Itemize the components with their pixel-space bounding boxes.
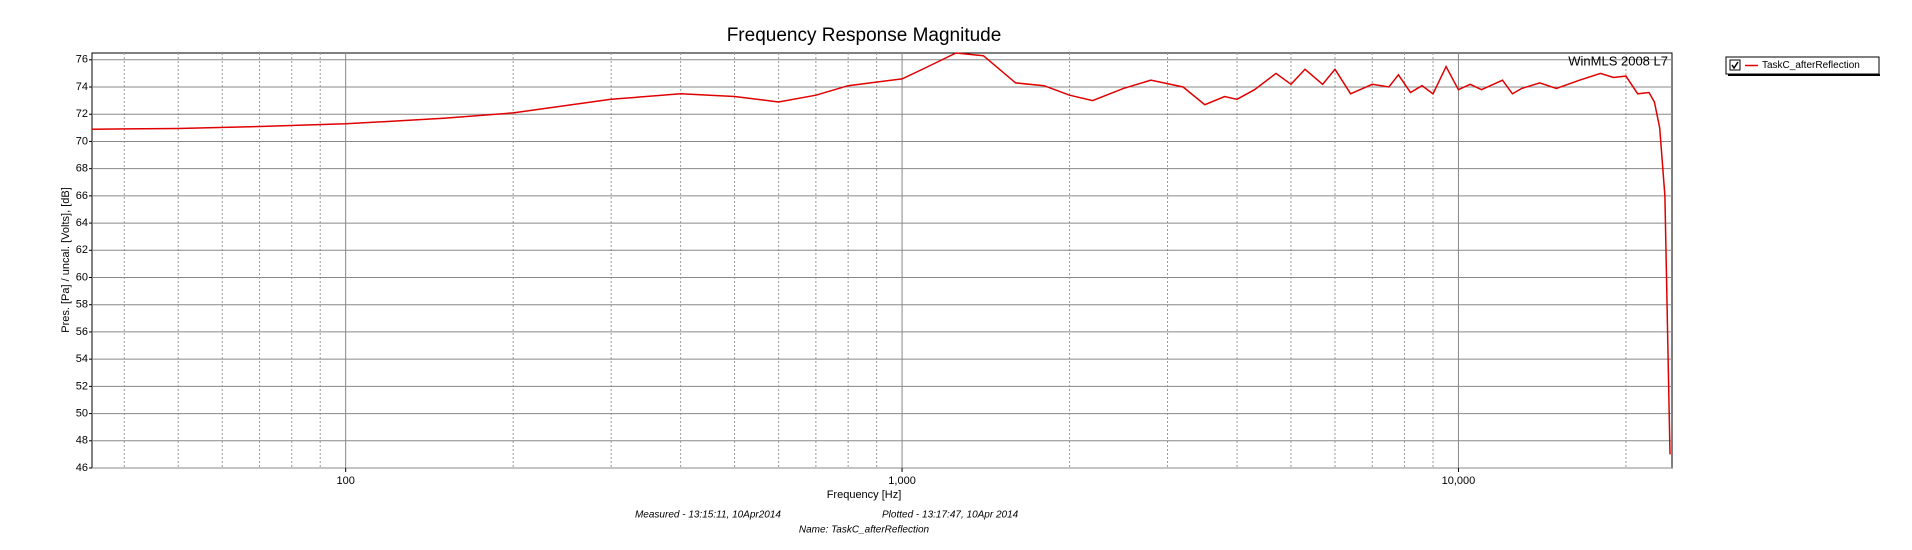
y-tick-label: 50 [76,407,88,419]
legend-checkbox[interactable] [1729,59,1741,71]
y-axis-label: Pres. [Pa] / uncal. [Volts], [dB] [60,187,72,333]
x-tick-label: 1,000 [888,475,916,487]
chart-title: Frequency Response Magnitude [727,25,1002,46]
y-tick-label: 52 [76,380,88,392]
y-tick-label: 70 [76,135,88,147]
y-tick-label: 72 [76,108,88,120]
response-line [91,52,1671,455]
y-tick-label: 62 [76,244,88,256]
footer-name: Name: TaskC_afterReflection [799,525,930,536]
x-tick-label: 10,000 [1442,475,1476,487]
y-tick-label: 66 [76,190,88,202]
y-tick-label: 60 [76,271,88,283]
legend-check [1731,61,1739,70]
y-tick-label: 56 [76,326,88,338]
x-tick-label: 100 [336,475,354,487]
footer-plotted: Plotted - 13:17:47, 10Apr 2014 [882,510,1019,521]
y-tick-label: 48 [76,435,88,447]
y-tick-label: 76 [76,54,88,66]
legend-label: TaskC_afterReflection [1762,60,1860,71]
watermark: WinMLS 2008 L7 [1568,53,1668,68]
y-tick-label: 54 [76,353,88,365]
y-tick-label: 64 [76,217,88,229]
footer-measured: Measured - 13:15:11, 10Apr2014 [635,510,781,521]
y-tick-label: 68 [76,163,88,175]
y-tick-label: 46 [76,462,88,474]
y-tick-label: 74 [76,81,88,93]
x-axis-label: Frequency [Hz] [827,489,902,501]
plot-area [91,52,1673,469]
y-tick-label: 58 [76,299,88,311]
